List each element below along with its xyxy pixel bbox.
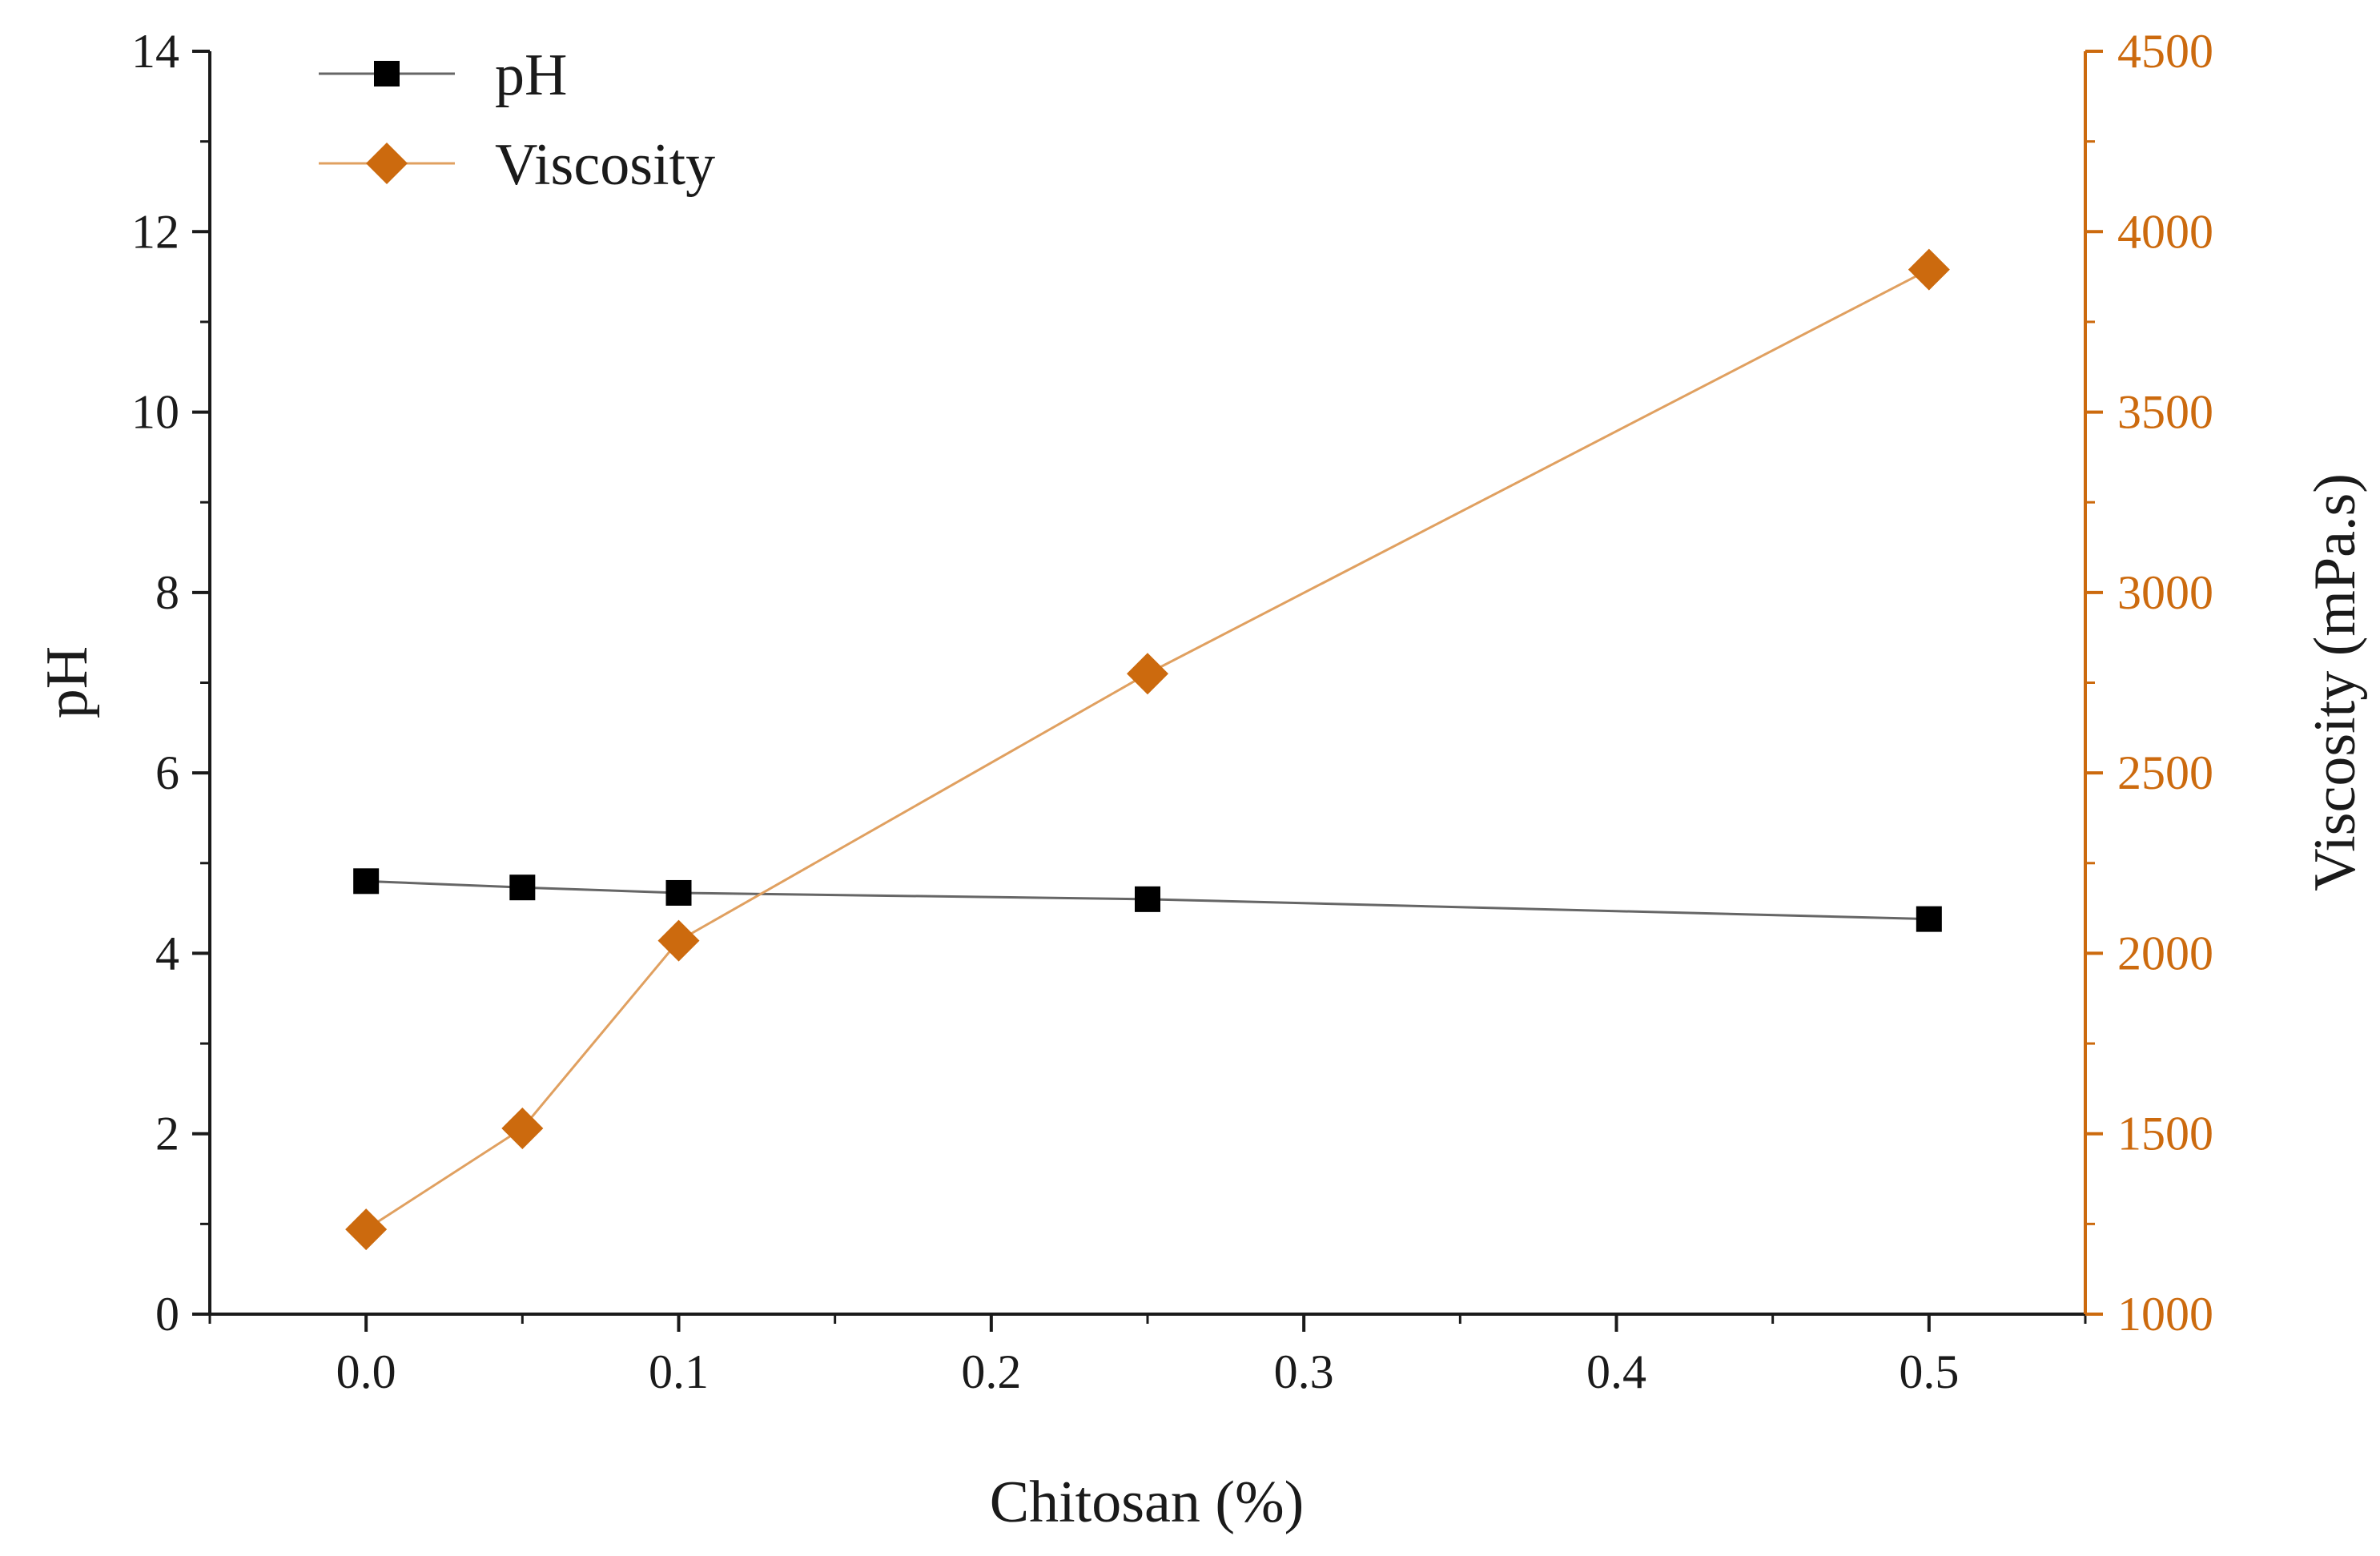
x-axis-title: Chitosan (%) — [990, 1470, 1305, 1535]
y-tick-label: 14 — [131, 25, 179, 78]
y-tick-label: 12 — [131, 205, 179, 258]
legend-marker — [366, 143, 408, 184]
y2-tick-label: 4500 — [2117, 25, 2213, 78]
point-viscosity — [1908, 248, 1950, 291]
x-tick-label: 0.0 — [336, 1345, 396, 1398]
x-tick-label: 0.4 — [1586, 1345, 1646, 1398]
y2-tick-label: 3500 — [2117, 386, 2213, 439]
y2-axis-title: Viscosity (mPa.s) — [2302, 473, 2368, 891]
y2-tick-label: 4000 — [2117, 205, 2213, 258]
x-tick-label: 0.1 — [649, 1345, 709, 1398]
x-tick-label: 0.2 — [961, 1345, 1021, 1398]
point-ph — [353, 868, 380, 895]
point-ph — [1135, 886, 1160, 912]
point-viscosity — [1127, 653, 1168, 695]
y-tick-label: 6 — [155, 746, 179, 799]
legend: pH Viscosity — [319, 42, 715, 198]
y2-tick-label: 2500 — [2117, 746, 2213, 799]
x-tick-label: 0.3 — [1274, 1345, 1334, 1398]
y2-tick-label: 1500 — [2117, 1108, 2213, 1160]
axes-layer: 0.0 0.1 0.2 0.3 0.4 0.5 0 2 4 6 8 10 12 14 1000 1500 200… — [131, 25, 2213, 1398]
lines-layer — [365, 268, 1930, 1231]
point-ph — [665, 879, 692, 906]
point-viscosity — [501, 1107, 544, 1149]
legend-label: pH — [495, 42, 567, 108]
y2-tick-label: 1000 — [2117, 1288, 2213, 1341]
legend-marker — [374, 61, 400, 86]
point-ph — [509, 874, 536, 901]
legend-label: Viscosity — [495, 132, 715, 198]
markers-layer — [345, 248, 1950, 1251]
y-tick-label: 0 — [155, 1288, 179, 1341]
y2-tick-label: 3000 — [2117, 566, 2213, 619]
y2-tick-label: 2000 — [2117, 927, 2213, 979]
y-tick-label: 10 — [131, 386, 179, 439]
point-viscosity — [345, 1208, 388, 1251]
y-tick-label: 8 — [155, 566, 179, 619]
y-tick-label: 4 — [155, 927, 179, 979]
point-ph — [1916, 906, 1942, 932]
point-viscosity — [657, 919, 700, 962]
series-line-viscosity — [365, 268, 1930, 1231]
y-axis-title: pH — [34, 646, 100, 718]
y-tick-label: 2 — [155, 1108, 179, 1160]
x-tick-label: 0.5 — [1899, 1345, 1959, 1398]
